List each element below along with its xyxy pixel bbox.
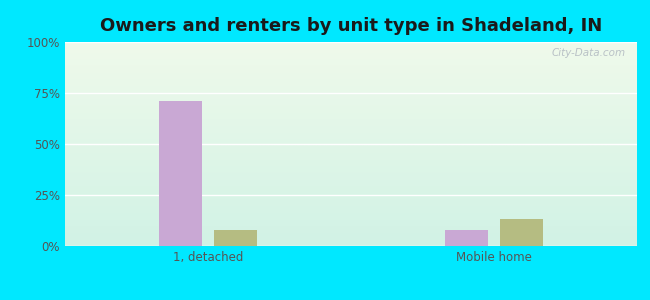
Text: City-Data.com: City-Data.com	[551, 48, 625, 58]
Bar	[445, 230, 488, 246]
Bar	[159, 101, 202, 246]
Title: Owners and renters by unit type in Shadeland, IN: Owners and renters by unit type in Shade…	[100, 17, 602, 35]
Bar	[500, 220, 543, 246]
Bar	[214, 230, 257, 246]
